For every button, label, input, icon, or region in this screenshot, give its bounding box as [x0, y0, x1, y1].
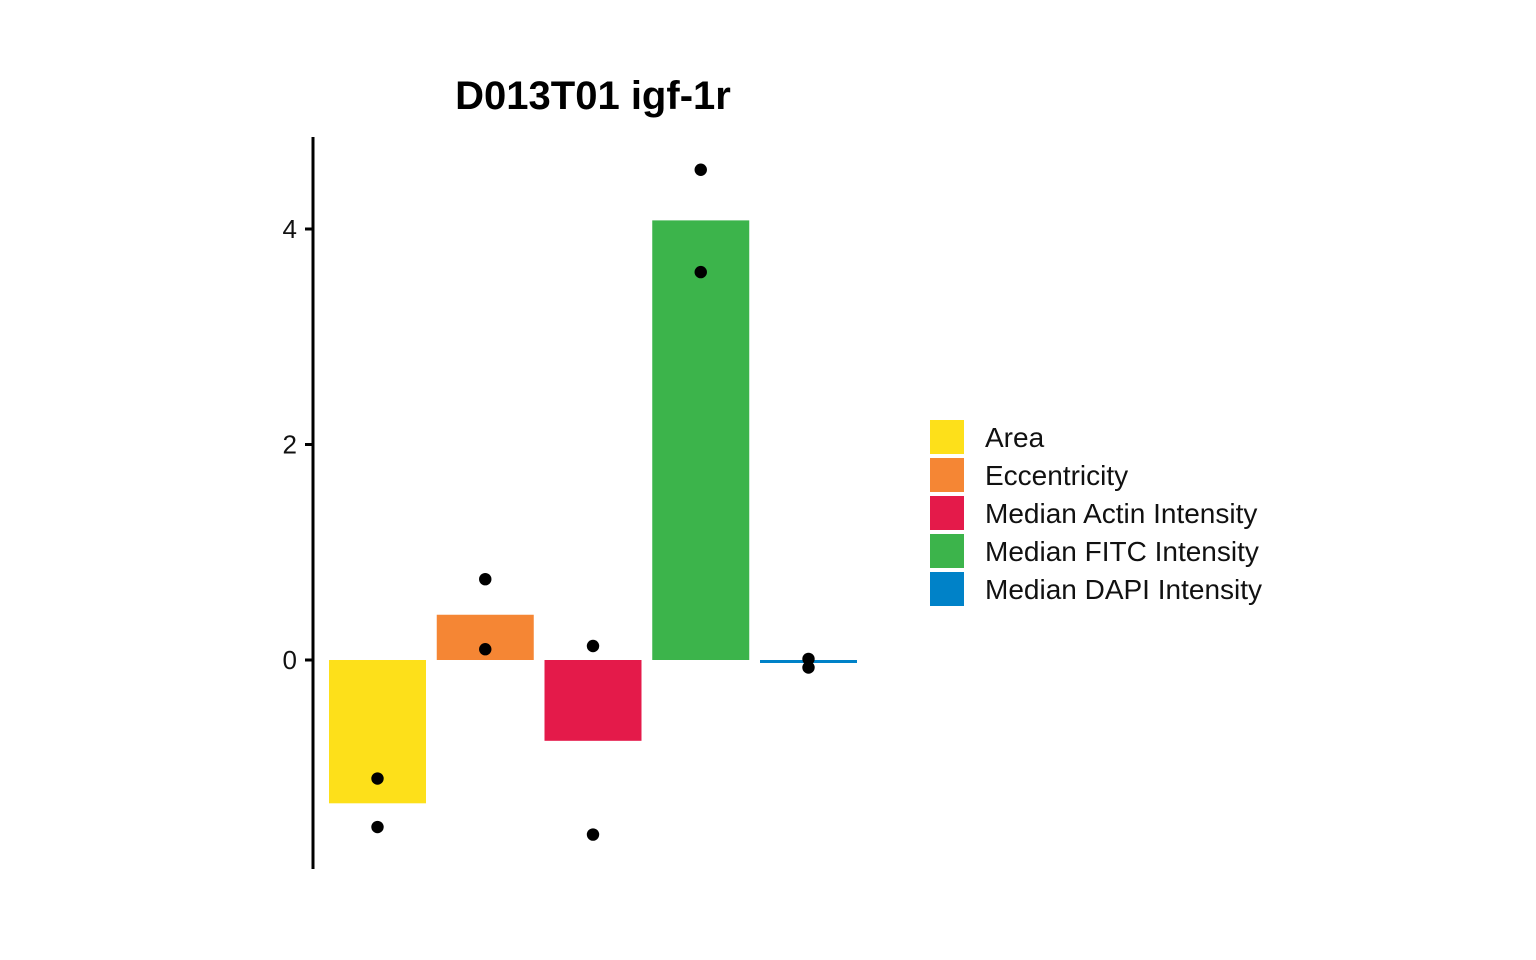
y-tick-label: 4 — [283, 214, 297, 244]
data-point — [802, 661, 815, 674]
data-point — [586, 828, 600, 841]
legend-swatch — [930, 534, 964, 568]
legend-label: Median DAPI Intensity — [985, 574, 1262, 605]
legend-label: Area — [985, 422, 1045, 453]
data-point — [479, 643, 492, 656]
legend-swatch — [930, 458, 964, 492]
bars — [329, 220, 857, 804]
data-point — [586, 639, 600, 653]
bar-4 — [652, 220, 750, 660]
y-tick-label: 0 — [283, 645, 297, 675]
data-points — [371, 163, 815, 841]
data-point — [371, 820, 384, 834]
data-point — [694, 265, 707, 279]
legend-label: Eccentricity — [985, 460, 1128, 491]
legend-swatch — [930, 496, 964, 530]
data-point — [371, 772, 384, 785]
data-point — [694, 163, 707, 176]
legend: Area Eccentricity Median Actin Intensity Me… — [930, 420, 1262, 606]
y-axis-ticks: 0 2 4 — [283, 214, 313, 675]
chart-title: D013T01 igf-1r — [455, 74, 731, 118]
bar-3 — [544, 660, 642, 741]
legend-label: Median Actin Intensity — [985, 498, 1257, 529]
legend-swatch — [930, 572, 964, 606]
data-point — [802, 652, 815, 666]
legend-label: Median FITC Intensity — [985, 536, 1259, 567]
y-tick-label: 2 — [283, 430, 297, 460]
data-point — [479, 572, 492, 586]
legend-swatch — [930, 420, 964, 454]
